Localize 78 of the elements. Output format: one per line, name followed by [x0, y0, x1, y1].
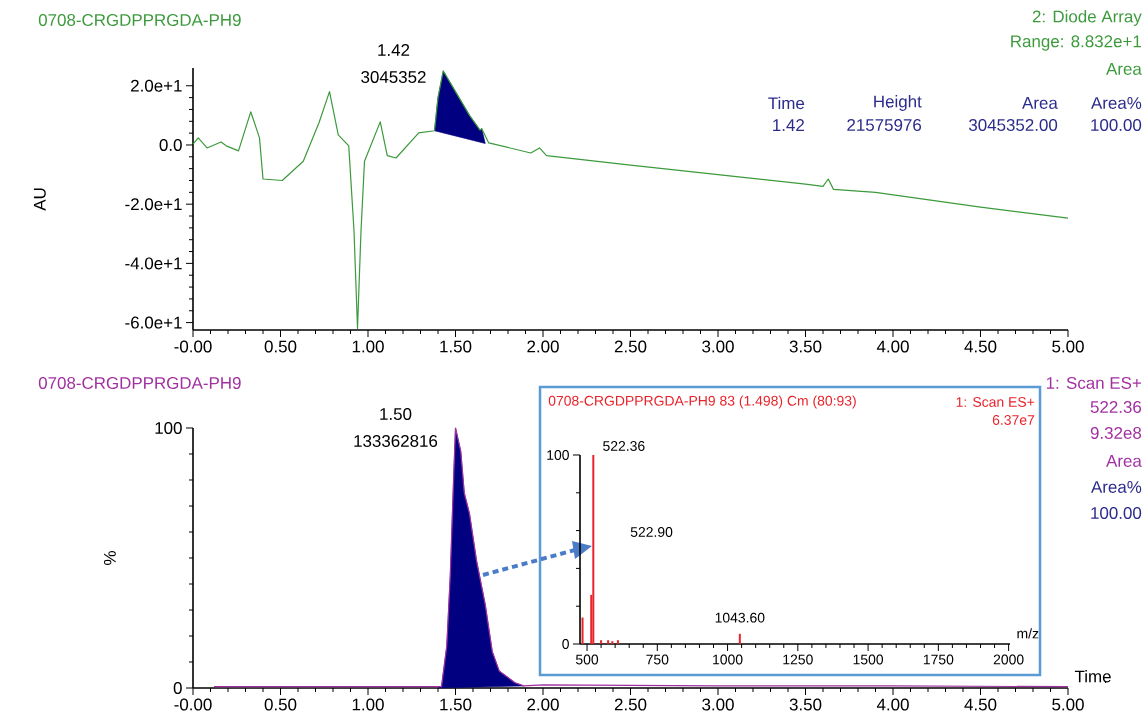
annotation: Height — [874, 95, 922, 111]
bar — [581, 617, 584, 644]
y-tick-label: 0 — [173, 682, 182, 694]
x-axis-title: m/z — [1017, 628, 1039, 639]
x-tick-label: 2.50 — [614, 340, 647, 353]
x-tick-label: 500 — [575, 654, 599, 665]
x-tick-label: 1750 — [923, 654, 954, 665]
annotation: 1.42 — [378, 44, 410, 56]
y-tick-label: 100 — [155, 422, 182, 434]
x-tick-label: 3.50 — [789, 698, 822, 711]
x-tick-label: 2.50 — [614, 698, 647, 711]
text: Area — [1106, 63, 1142, 75]
bar — [611, 641, 614, 644]
y-tick-label: -4.0e+1 — [125, 257, 182, 270]
x-tick-label: 3.00 — [702, 698, 734, 711]
y-tick-label: -2.0e+1 — [125, 198, 182, 211]
x-tick-label: 5.00 — [1052, 698, 1084, 711]
text: Area — [1106, 455, 1142, 467]
x-tick-label: 1.00 — [352, 340, 384, 353]
x-tick-label: 4.50 — [964, 340, 997, 353]
text: 6.37e7 — [992, 415, 1035, 425]
text: 9.32e8 — [1090, 427, 1142, 439]
bar — [592, 455, 595, 644]
bar — [600, 640, 603, 644]
x-tick-label: 0.50 — [264, 340, 297, 353]
y-axis-title: AU — [33, 188, 46, 211]
x-axis-title: Time — [1074, 670, 1111, 683]
x-tick-label: 2.00 — [527, 698, 559, 711]
x-tick-label: 2.00 — [527, 340, 559, 353]
x-tick-label: 1000 — [713, 654, 743, 665]
x-tick-label: 1.50 — [440, 340, 472, 353]
x-tick-label: 3.50 — [789, 340, 822, 353]
x-tick-label: 4.50 — [964, 698, 997, 711]
annotation: 3045352.00 — [968, 118, 1058, 131]
annotation: Time — [768, 96, 805, 110]
x-tick-label: -0.00 — [174, 340, 212, 353]
chart-title: 0708-CRGDPPRGDA-PH9 — [38, 377, 241, 389]
annotation: 1043.60 — [715, 612, 765, 623]
annotation: 1.42 — [773, 119, 804, 131]
text: Area% — [1091, 481, 1142, 493]
x-tick-label: 3.00 — [702, 340, 734, 353]
x-tick-label: 1500 — [853, 654, 884, 665]
annotation: 522.36 — [603, 441, 645, 451]
text: Area% — [1091, 97, 1142, 109]
annotation: 3045352 — [361, 70, 426, 83]
chart-title: 0708-CRGDPPRGDA-PH9 83 (1.498) Cm (80:93) — [548, 395, 856, 409]
x-tick-label: 0.50 — [264, 698, 297, 711]
x-tick-label: 1250 — [783, 654, 813, 665]
y-axis-title: % — [103, 551, 116, 565]
x-tick-label: 1.00 — [352, 698, 384, 711]
x-tick-label: 5.00 — [1052, 340, 1084, 353]
annotation: 21575976 — [847, 118, 922, 131]
x-tick-label: 2000 — [993, 654, 1024, 665]
x-tick-label: 4.00 — [876, 340, 909, 353]
chart-title: 0708-CRGDPPRGDA-PH9 — [38, 13, 241, 26]
annotation: 1.50 — [380, 408, 412, 420]
text: 100.00 — [1091, 507, 1142, 519]
bar — [738, 633, 741, 644]
text: 100.00 — [1091, 118, 1142, 131]
x-tick-label: 1.50 — [440, 698, 472, 711]
annotation: 133362816 — [354, 435, 438, 447]
annotation: Area — [1022, 97, 1058, 109]
x-tick-label: 750 — [646, 654, 669, 665]
y-tick-label: 100 — [547, 450, 569, 460]
text: 1: Scan ES+ — [956, 397, 1035, 407]
bar — [616, 640, 619, 644]
x-tick-label: 4.00 — [876, 698, 909, 711]
text: 1: Scan ES+ — [1046, 377, 1141, 389]
y-tick-label: -6.0e+1 — [125, 316, 182, 329]
text: 2: Diode Array — [1032, 10, 1142, 26]
y-tick-label: 2.0e+1 — [131, 79, 182, 92]
annotation: 522.90 — [630, 527, 673, 537]
y-tick-label: 0.0 — [159, 138, 182, 151]
x-tick-label: -0.00 — [174, 698, 212, 711]
text: 522.36 — [1090, 401, 1142, 413]
bar — [607, 640, 610, 644]
text: Range: 8.832e+1 — [1011, 35, 1141, 51]
y-tick-label: 0 — [562, 639, 569, 649]
